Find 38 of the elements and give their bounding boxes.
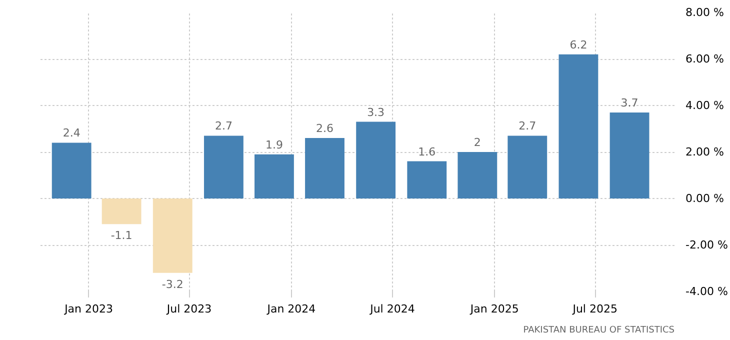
x-tick-label: Jul 2023 [166,302,212,316]
bar [52,142,92,198]
data-label: -3.2 [162,278,184,291]
bar [305,138,344,198]
data-label: 1.9 [265,138,283,152]
bar [610,112,650,198]
bar [508,136,548,198]
y-tick-label: -4.00 % [686,285,728,298]
bar [102,198,142,224]
data-label: 2.6 [316,122,334,136]
x-tick-label: Jan 2024 [266,302,316,316]
x-tick-label: Jan 2023 [64,302,114,316]
y-tick-label: 8.00 % [686,6,724,19]
bar [356,122,396,198]
text: PAKISTAN BUREAU OF STATISTICS [523,326,675,336]
bar [558,54,598,198]
data-label: 3.3 [367,106,385,119]
data-label: 2.7 [214,120,232,133]
y-tick-label: 0.00 % [686,192,724,205]
y-tick-label: 2.00 % [686,146,724,158]
y-tick-label: 6.00 % [686,52,724,66]
bar [407,161,447,198]
data-label: 2 [474,136,481,149]
data-label: 2.4 [62,126,80,140]
bar [152,198,192,273]
x-tick-label: Jan 2025 [469,302,519,316]
data-label: 3.7 [620,96,638,110]
data-label: 2.7 [518,120,536,133]
data-label: 6.2 [570,38,588,52]
y-tick-label: -2.00 % [686,238,728,252]
x-tick-label: Jul 2025 [572,302,618,316]
y-tick-label: 4.00 % [686,99,724,112]
data-label: -1.1 [110,229,132,242]
bar [204,136,244,198]
bar [254,154,294,198]
x-tick-label: Jul 2024 [369,302,415,316]
data-label: 1.6 [418,145,436,158]
bar [458,152,498,198]
